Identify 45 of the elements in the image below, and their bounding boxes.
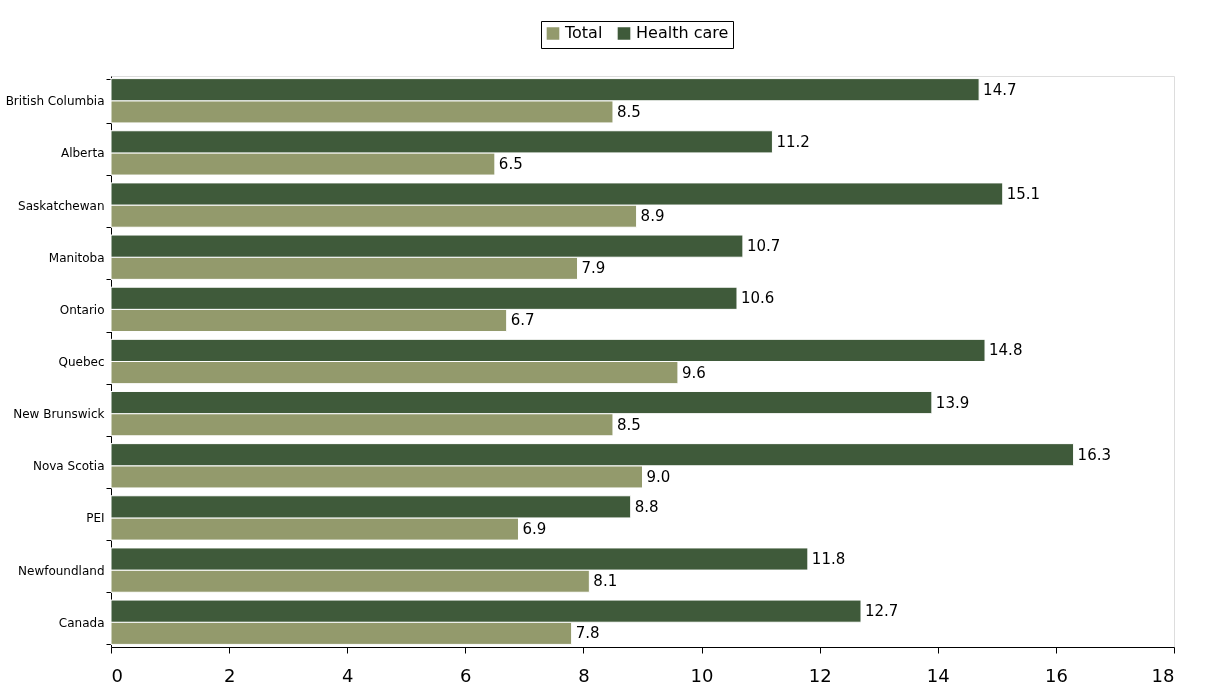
text: 10.7 (746, 237, 781, 256)
x-tick-label: 2 (223, 664, 236, 686)
x-tick-label: 16 (1044, 664, 1068, 686)
text: 8.9 (640, 207, 665, 226)
y-tick-label: Newfoundland (18, 563, 105, 578)
y-tick-label: Manitoba (48, 250, 105, 265)
text: 7.8 (575, 624, 600, 643)
text: 12.7 (865, 602, 899, 621)
y-tick-label: New Brunswick (13, 407, 105, 422)
y-tick-label: Nova Scotia (32, 459, 105, 474)
x-tick-label: 4 (342, 664, 354, 686)
text: 15.1 (1006, 184, 1041, 203)
text: 8.8 (634, 497, 659, 516)
text: 6.9 (522, 520, 547, 539)
text: 6.5 (498, 155, 523, 173)
y-tick-label: PEI (86, 511, 105, 526)
text: 8.5 (616, 415, 641, 434)
y-tick-label: Saskatchewan (18, 198, 105, 213)
text: 16.3 (1077, 445, 1112, 464)
y-tick-label: Quebec (58, 355, 105, 369)
text: 7.9 (581, 259, 606, 278)
x-tick-label: 0 (111, 664, 123, 686)
text: 8.5 (616, 102, 641, 121)
x-tick-label: 6 (460, 664, 472, 686)
text: 13.9 (935, 393, 970, 412)
x-tick-label: 18 (1151, 664, 1175, 686)
x-tick-label: 8 (578, 664, 590, 686)
y-tick-label: Canada (58, 615, 105, 630)
text: 9.0 (646, 467, 671, 486)
text: 14.8 (989, 341, 1023, 360)
text: 10.6 (740, 289, 775, 308)
text: 6.7 (510, 311, 535, 330)
text: 11.8 (811, 550, 846, 568)
text: 14.7 (983, 80, 1017, 99)
y-tick-label: Alberta (60, 146, 105, 161)
legend-label: Health care (636, 23, 729, 43)
x-tick-label: 10 (690, 664, 714, 686)
x-tick-label: 14 (926, 664, 950, 686)
y-tick-label: Ontario (59, 302, 105, 317)
text: 8.1 (593, 572, 618, 591)
text: 9.6 (681, 363, 706, 382)
x-tick-label: 12 (808, 664, 832, 686)
legend-label: Total (564, 23, 603, 43)
y-tick-label: British Columbia (5, 94, 105, 109)
text: 11.2 (776, 132, 810, 151)
